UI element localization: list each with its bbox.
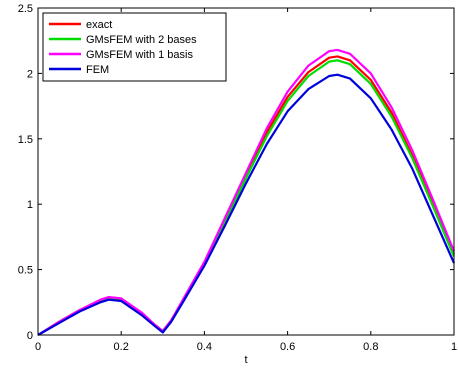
x-tick-label: 0.2 — [114, 341, 129, 353]
series-line-gmsfem-with-2-bases — [37, 59, 456, 336]
y-tick-label: 1 — [27, 199, 33, 211]
series-line-fem — [37, 73, 456, 336]
y-tick-label: 1.5 — [18, 134, 33, 146]
x-tick-label: 0.8 — [363, 341, 378, 353]
legend-label: FEM — [86, 64, 109, 76]
y-tick-label: 0.5 — [18, 265, 33, 277]
x-tick-label: 0.6 — [280, 341, 295, 353]
x-tick-label: 1 — [451, 341, 457, 353]
ticks-layer: 0 0.2 0.4 0.6 0.8 1 0 0.5 1 1.5 2 2.5 — [18, 3, 457, 353]
series-layer — [37, 48, 456, 336]
axes-frame — [37, 7, 455, 336]
x-tick-label: 0 — [35, 341, 41, 353]
x-tick-label: 0.4 — [197, 341, 212, 353]
y-tick-label: 2.5 — [18, 3, 33, 15]
legend-label: GMsFEM with 2 bases — [86, 34, 197, 46]
y-tick-label: 0 — [27, 330, 33, 342]
legend-label: GMsFEM with 1 basis — [86, 49, 193, 61]
y-tick-label: 2 — [27, 68, 33, 80]
series-line-gmsfem-with-1-basis — [37, 48, 456, 336]
legend: exact GMsFEM with 2 bases GMsFEM with 1 ba… — [42, 12, 227, 82]
legend-label: exact — [86, 19, 112, 31]
x-axis-label: t — [244, 354, 247, 366]
